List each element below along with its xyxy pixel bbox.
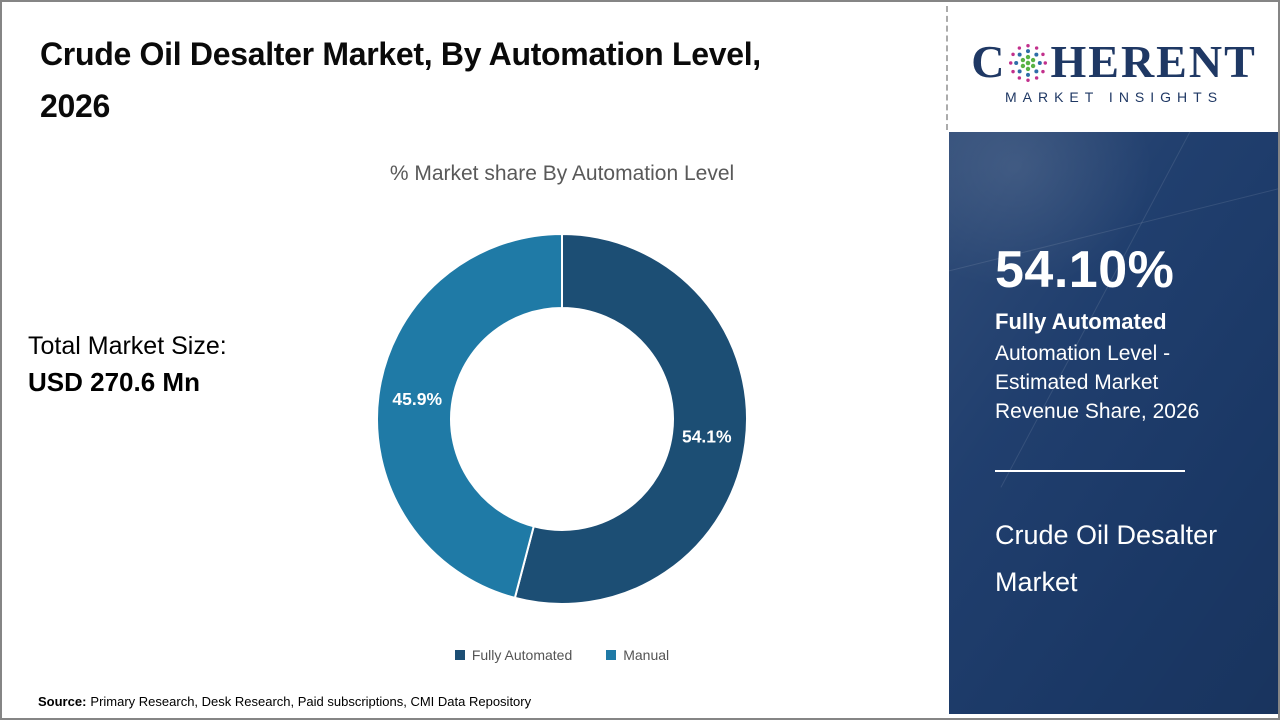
sidebar-divider-line bbox=[995, 470, 1185, 473]
page-title: Crude Oil Desalter Market, By Automation… bbox=[40, 28, 761, 132]
page-title-line1: Crude Oil Desalter Market, By Automation… bbox=[40, 36, 761, 72]
donut-slice-label: 45.9% bbox=[392, 389, 442, 409]
chart-subtitle: % Market share By Automation Level bbox=[389, 162, 735, 185]
legend-swatch-icon bbox=[606, 650, 617, 660]
legend-swatch-icon bbox=[454, 650, 465, 660]
dashed-separator-line bbox=[946, 6, 948, 130]
source-note: Source: Primary Research, Desk Research, … bbox=[38, 694, 531, 709]
total-market-label: Total Market Size: bbox=[28, 332, 227, 360]
sidebar-market-name: Crude Oil Desalter Market bbox=[995, 520, 1218, 598]
chart-legend: Fully Automated Manual bbox=[172, 647, 952, 663]
legend-item: Manual bbox=[606, 647, 669, 663]
source-text: Primary Research, Desk Research, Paid su… bbox=[90, 694, 532, 709]
sidebar-stat-value: 54.10% bbox=[995, 241, 1175, 299]
legend-label: Manual bbox=[623, 647, 670, 663]
source-label: Source: bbox=[38, 694, 87, 709]
legend-label: Fully Automated bbox=[471, 647, 573, 663]
logo-subtext: MARKET INSIGHTS bbox=[1004, 89, 1224, 105]
total-market-value: USD 270.6 Mn bbox=[28, 367, 200, 397]
sidebar-stat-label: Fully Automated bbox=[995, 309, 1167, 335]
total-market-size: Total Market Size: USD 270.6 Mn bbox=[28, 328, 227, 400]
logo-letter-c: C bbox=[971, 36, 1007, 87]
sidebar: 54.10% Fully Automated Automation Level … bbox=[949, 132, 1278, 714]
sidebar-stat-description: Automation Level - Estimated Market Reve… bbox=[995, 342, 1200, 424]
logo-letters-rest: HERENT bbox=[1050, 36, 1257, 87]
brand-logo: C HERENT bbox=[950, 2, 1278, 132]
globe-dots-icon bbox=[1009, 44, 1048, 82]
donut-chart: 54.1% 45.9% bbox=[376, 232, 748, 605]
legend-item: Fully Automated bbox=[454, 647, 573, 663]
donut-slice-label: 54.1% bbox=[682, 426, 732, 446]
donut-slice-fully-automated bbox=[513, 232, 748, 605]
coherent-logo-wordmark: C HERENT bbox=[971, 39, 1257, 85]
donut-slice-manual bbox=[376, 232, 563, 600]
page-title-line2: 2026 bbox=[40, 88, 110, 124]
